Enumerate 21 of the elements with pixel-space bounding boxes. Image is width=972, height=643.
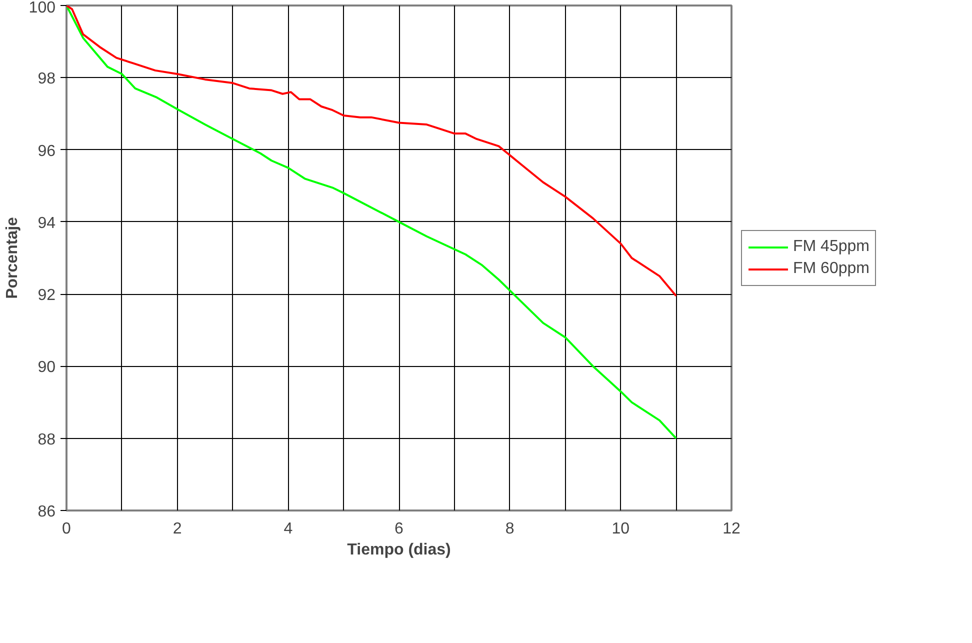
y-tick-label: 86 bbox=[38, 504, 56, 520]
y-tick-label: 92 bbox=[38, 287, 56, 304]
x-tick-label: 6 bbox=[394, 520, 404, 538]
legend-label: FM 60ppm bbox=[793, 260, 870, 278]
x-tick-label: 10 bbox=[612, 520, 630, 538]
x-axis-title: Tiempo (dias) bbox=[347, 542, 451, 558]
y-tick-label: 90 bbox=[38, 359, 56, 376]
y-tick-label: 98 bbox=[38, 70, 56, 88]
y-tick-label: 94 bbox=[38, 214, 56, 232]
y-axis-title: Porcentaje bbox=[4, 216, 21, 299]
y-tick-label: 96 bbox=[38, 142, 56, 160]
line-series bbox=[66, 6, 678, 440]
x-tick-label: 8 bbox=[505, 520, 514, 538]
y-tick-label: 88 bbox=[38, 431, 56, 448]
x-tick-label: 12 bbox=[722, 520, 740, 538]
line-series bbox=[66, 6, 678, 297]
x-tick-label: 0 bbox=[62, 520, 72, 538]
legend-label: FM 45ppm bbox=[793, 238, 870, 256]
x-tick-label: 4 bbox=[284, 520, 293, 538]
x-tick-label: 2 bbox=[172, 520, 182, 538]
y-tick-label: 100 bbox=[28, 0, 56, 16]
